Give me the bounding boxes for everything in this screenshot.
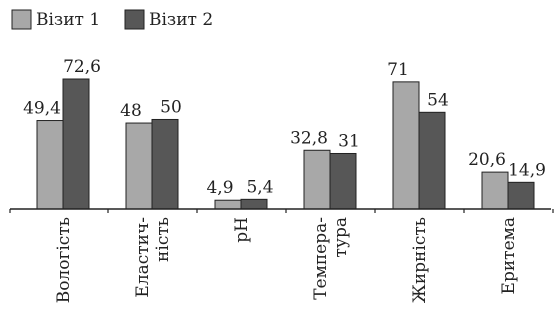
bar-s1-c4: [303, 149, 331, 210]
bar-s2-c3: [240, 198, 268, 210]
category-label-5: Жирність: [410, 217, 430, 303]
value-label-s1-c5: 71: [387, 60, 409, 80]
chart-legend: Візит 1 Візит 2: [11, 9, 213, 30]
bar-s1-c2: [125, 122, 153, 210]
value-label-s2-c5: 54: [427, 90, 449, 110]
value-label-s1-c4: 32,8: [290, 128, 328, 148]
category-label-4: Темпера-тура: [311, 217, 351, 300]
value-label-s1-c2: 48: [120, 101, 142, 121]
bar-s2-c6: [507, 181, 535, 210]
category-label-line: Темпера-: [311, 217, 331, 300]
category-label-line: тура: [331, 217, 351, 257]
value-label-s1-c3: 4,9: [206, 178, 233, 198]
bar-s2-c5: [418, 111, 446, 210]
bar-s1-c1: [36, 120, 64, 210]
value-label-s2-c2: 50: [160, 97, 182, 117]
bar-s1-c3: [214, 199, 242, 210]
value-label-s2-c1: 72,6: [63, 57, 101, 77]
legend-swatch-2: [124, 9, 145, 30]
category-label-line: Жирність: [410, 217, 430, 303]
legend-swatch-1: [11, 9, 32, 30]
bar-s1-c6: [481, 171, 509, 210]
bars-group: [36, 78, 535, 210]
value-labels-group: 49,4 72,6 48 50 4,9 5,4 32,8 31 71 54 20,614,9: [23, 57, 546, 198]
category-label-line: pH: [232, 217, 252, 243]
value-label-s2-c3: 5,4: [246, 177, 273, 197]
category-label-2: Еластич-ність: [133, 217, 173, 298]
category-label-3: pH: [232, 217, 252, 243]
value-label-s2-c6: 14,9: [508, 160, 546, 180]
category-label-line: Еластич-: [133, 217, 153, 298]
category-label-line: ність: [153, 217, 173, 262]
category-label-1: Вологість: [54, 217, 74, 303]
category-label-line: Еритема: [499, 217, 519, 294]
bar-s1-c5: [392, 81, 420, 210]
category-label-6: Еритема: [499, 217, 519, 294]
legend-label-1: Візит 1: [36, 10, 100, 30]
category-labels-group: Вологість Еластич-ність pH Темпера-тура Жирн…: [54, 217, 519, 303]
x-axis-ticks: [9, 209, 554, 213]
bar-s2-c4: [329, 152, 357, 210]
bar-s2-c1: [62, 78, 90, 210]
legend-label-2: Візит 2: [149, 10, 213, 30]
value-label-s1-c6: 20,6: [468, 150, 506, 170]
bar-s2-c2: [151, 118, 179, 210]
value-label-s1-c1: 49,4: [23, 99, 61, 119]
category-label-line: Вологість: [54, 217, 74, 303]
value-label-s2-c4: 31: [338, 131, 360, 151]
